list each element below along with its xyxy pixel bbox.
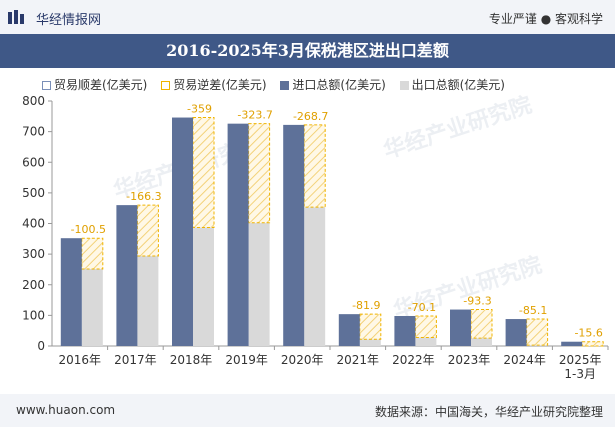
export-bar xyxy=(304,207,326,346)
deficit-data-label: -166.3 xyxy=(126,190,161,203)
deficit-bar xyxy=(81,237,104,270)
site-name: 华经情报网 xyxy=(36,13,102,28)
y-tick-label: 0 xyxy=(37,339,45,353)
title-band: 2016-2025年3月保税港区进出口差额 xyxy=(0,34,615,68)
deficit-data-label: -70.1 xyxy=(408,301,436,314)
export-bar xyxy=(415,337,437,346)
x-tick-label: 2021年 xyxy=(337,353,380,367)
y-tick-label: 500 xyxy=(22,186,45,200)
y-tick-label: 600 xyxy=(22,155,45,169)
legend-label-import: 进口总额(亿美元) xyxy=(292,78,386,92)
export-bar xyxy=(81,268,103,346)
import-bar xyxy=(116,205,138,346)
import-bar xyxy=(338,314,360,346)
x-tick-label: 2019年 xyxy=(225,353,268,367)
y-tick-label: 700 xyxy=(22,125,45,139)
deficit-bar xyxy=(248,123,271,224)
slogan: 专业严谨 ● 客观科学 xyxy=(488,12,603,26)
y-tick-label: 800 xyxy=(22,94,45,108)
import-bar xyxy=(394,315,416,346)
x-tick-label: 2016年 xyxy=(59,353,102,367)
legend-swatch-surplus xyxy=(42,81,51,90)
import-bar xyxy=(561,341,583,346)
deficit-bar xyxy=(359,313,382,340)
deficit-data-label: -268.7 xyxy=(293,110,328,123)
x-axis: 2016年 2017年 2018年 2019年 2020年 2021年 2022年 2023年… xyxy=(52,345,609,381)
deficit-bar xyxy=(470,309,493,339)
legend-swatch-deficit xyxy=(161,81,171,90)
x-tick-label: 2022年 xyxy=(392,353,435,367)
export-bar xyxy=(359,339,381,346)
deficit-bar xyxy=(414,315,437,338)
y-tick-label: 200 xyxy=(22,278,45,292)
export-bar xyxy=(248,222,270,346)
import-bar xyxy=(283,124,305,346)
deficit-bar xyxy=(526,318,549,346)
legend-swatch-export xyxy=(399,81,409,90)
deficit-data-label: -323.7 xyxy=(237,109,272,122)
bars xyxy=(60,117,604,347)
legend-item-export: 出口总额(亿美元) xyxy=(399,76,505,93)
y-axis: 0 100 200 300 400 500 600 700 800 xyxy=(22,94,53,353)
deficit-bar xyxy=(136,204,159,257)
x-tick-label: 2017年 xyxy=(114,353,157,367)
import-bar xyxy=(505,319,527,346)
x-tick-label: 2018年 xyxy=(170,353,213,367)
export-bar xyxy=(137,255,159,346)
chart-title: 2016-2025年3月保税港区进出口差额 xyxy=(166,41,449,60)
legend-item-surplus: 贸易顺差(亿美元) xyxy=(42,76,147,93)
logo-icon xyxy=(8,10,24,24)
deficit-data-label: -15.6 xyxy=(574,327,602,340)
legend-label-surplus: 贸易顺差(亿美元) xyxy=(54,78,148,92)
import-bar xyxy=(172,117,193,346)
footer-url[interactable]: www.huaon.com xyxy=(16,403,116,417)
import-bar xyxy=(60,238,82,346)
x-tick-label: 2020年 xyxy=(281,353,324,367)
data-labels: -100.5 -166.3 -359 -323.7 -268.7 -81.9 -70.1 -9… xyxy=(71,103,603,340)
legend-label-deficit: 贸易逆差(亿美元) xyxy=(173,78,267,92)
x-tick-label: 2025年 1-3月 xyxy=(559,353,602,381)
deficit-data-label: -85.1 xyxy=(519,304,547,317)
footer: www.huaon.com 数据来源：中国海关，华经产业研究院整理 xyxy=(0,394,615,427)
y-tick-label: 300 xyxy=(22,247,45,261)
footer-source: 数据来源：中国海关，华经产业研究院整理 xyxy=(374,405,603,419)
deficit-bar xyxy=(192,117,215,228)
import-bar xyxy=(450,309,471,346)
x-tick-label: 2024年 xyxy=(503,353,546,367)
y-tick-label: 400 xyxy=(22,217,45,231)
legend-item-deficit: 贸易逆差(亿美元) xyxy=(161,76,267,93)
deficit-bar xyxy=(581,341,604,347)
bar-chart: 0 100 200 300 400 500 600 700 800 2016年 2017年 2018… xyxy=(22,94,609,381)
deficit-data-label: -359 xyxy=(187,103,212,116)
deficit-data-label: -81.9 xyxy=(352,299,380,312)
legend-label-export: 出口总额(亿美元) xyxy=(411,78,505,92)
deficit-data-label: -93.3 xyxy=(463,295,491,308)
legend-swatch-import xyxy=(280,81,290,90)
legend: 贸易顺差(亿美元) 贸易逆差(亿美元) 进口总额(亿美元) 出口总额(亿美元) xyxy=(42,76,515,92)
x-tick-label: 2023年 xyxy=(448,353,491,367)
import-bar xyxy=(227,123,249,346)
export-bar xyxy=(471,338,492,346)
y-tick-label: 100 xyxy=(22,308,45,322)
deficit-bar xyxy=(303,124,326,208)
export-bar xyxy=(193,227,214,346)
top-bar: 华经情报网 专业严谨 ● 客观科学 xyxy=(0,0,615,34)
legend-item-import: 进口总额(亿美元) xyxy=(280,76,386,93)
deficit-data-label: -100.5 xyxy=(71,223,106,236)
